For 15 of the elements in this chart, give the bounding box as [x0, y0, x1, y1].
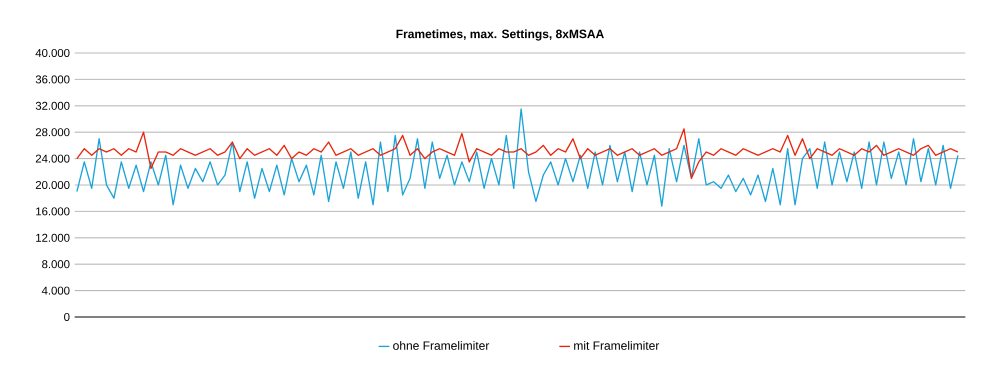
y-tick-label: 20.000: [36, 180, 70, 189]
line-series: [76, 108, 959, 207]
y-tick-label: 28.000: [36, 128, 70, 136]
y-tick-label: 4.000: [42, 286, 70, 295]
legend-label: mit Framelimiter: [574, 341, 660, 350]
legend-label: ohne Framelimiter: [393, 341, 490, 350]
chart-title: Frametimes, max. Settings, 8xMSAA: [396, 29, 604, 41]
y-tick-label: 8.000: [42, 260, 70, 268]
y-tick-label: 0: [64, 312, 70, 321]
y-tick-label: 32.000: [36, 102, 70, 110]
y-tick-label: 16.000: [36, 207, 70, 216]
y-tick-label: 24.000: [36, 154, 70, 163]
y-tick-label: 12.000: [36, 234, 70, 242]
y-tick-label: 40.000: [36, 48, 70, 58]
y-tick-label: 36.000: [36, 75, 70, 84]
